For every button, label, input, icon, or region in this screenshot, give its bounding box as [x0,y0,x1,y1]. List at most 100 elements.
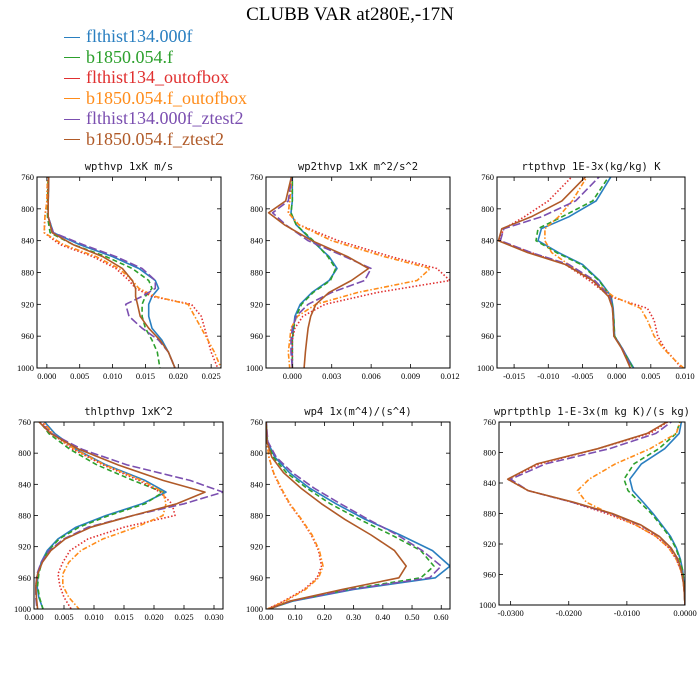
y-tick-label: 880 [250,268,263,278]
panel-title: wprtpthlp 1-E-3x(m kg K)/(s kg) [494,406,690,418]
y-tick-label: 760 [481,172,494,182]
y-tick-label: 920 [18,542,31,552]
figure-title: CLUBB VAR at280E,-17N [246,4,454,25]
x-tick-label: -0.0300 [498,608,524,618]
series-line [535,177,634,368]
series-line [506,422,685,605]
legend-swatch [64,139,80,141]
legend-item: flthist134.000f [64,26,247,47]
y-tick-label: 1000 [479,600,496,610]
x-tick-label: 0.000 [607,371,626,381]
series-line [43,177,219,368]
series-group [267,177,450,368]
series-line [34,422,206,609]
y-tick-label: 1000 [246,363,263,373]
x-tick-label: 0.0000 [673,608,696,618]
chart-panel: rtpthvp 1E-3x(kg/kg) K 760 800 840 880 920 960… [477,161,695,381]
y-tick-label: 840 [250,479,263,489]
x-tick-label: -0.015 [503,371,525,381]
series-line [623,422,685,605]
legend-item: flthist134_outofbox [64,67,247,88]
y-tick-label: 920 [250,299,263,309]
y-tick-label: 840 [21,236,34,246]
x-tick-label: 0.009 [401,371,420,381]
x-tick-label: 0.005 [641,371,660,381]
plot-frame [265,176,451,369]
y-tick-label: 760 [21,172,34,182]
x-tick-label: 0.030 [204,612,223,622]
legend-item: flthist134.000f_ztest2 [64,108,247,129]
y-tick-label: 760 [250,417,263,427]
series-line [266,422,324,609]
series-line [509,422,685,605]
legend-swatch [64,118,80,120]
y-tick-label: 880 [483,509,496,519]
x-tick-label: 0.020 [169,371,188,381]
series-line [544,177,685,368]
x-tick-label: 0.010 [675,371,694,381]
y-tick-label: 800 [481,204,494,214]
y-tick-label: 760 [250,172,263,182]
y-tick-label: 960 [250,573,263,583]
legend-swatch [64,98,80,100]
chart-panel: wpthvp 1xK m/s76080084088092096010000.00… [17,161,222,381]
series-line [47,177,176,368]
y-tick-label: 760 [18,417,31,427]
panel-title: rtpthvp 1E-3x(kg/kg) K [521,161,661,173]
x-tick-label: 0.012 [440,371,459,381]
series-line [497,177,632,368]
legend-item: b1850.054.f_ztest2 [64,129,247,150]
series-line [46,177,161,368]
legend-swatch [64,77,80,79]
y-tick-label: 920 [483,539,496,549]
chart-panel: thlpthvp 1xK^276080084088092096010000.00… [14,406,224,622]
y-tick-label: 880 [21,268,34,278]
y-tick-label: 920 [250,542,263,552]
legend: flthist134.000f b1850.054.f flthist134_o… [64,26,247,149]
x-tick-label: 0.025 [174,612,193,622]
x-tick-label: 0.003 [322,371,341,381]
y-tick-label: 960 [21,331,34,341]
y-tick-label: 960 [250,331,263,341]
series-line [266,422,450,609]
y-tick-label: 1000 [477,363,494,373]
series-line [290,177,337,368]
panel-title: wp4 1x(m^4)/(s^4) [304,406,411,418]
x-tick-label: 0.010 [103,371,122,381]
y-tick-label: 800 [483,448,496,458]
panel-title: thlpthvp 1xK^2 [84,406,173,418]
x-tick-label: 0.20 [317,612,332,622]
series-group [497,177,685,368]
series-line [499,177,633,368]
series-group [43,177,221,368]
legend-label: b1850.054.f_outofbox [86,87,247,108]
y-tick-label: 800 [250,204,263,214]
series-line [47,177,176,368]
x-tick-label: 0.50 [405,612,420,622]
x-tick-label: 0.010 [84,612,103,622]
y-tick-label: 920 [481,299,494,309]
x-tick-label: 0.60 [434,612,449,622]
x-tick-label: 0.00 [259,612,274,622]
x-tick-label: 0.10 [288,612,303,622]
y-tick-label: 800 [18,448,31,458]
series-line [537,177,635,368]
chart-panel: wp2thvp 1xK m^2/s^2 760 800 840 880 920 960 100… [246,161,460,381]
y-tick-label: 880 [250,511,263,521]
chart-panel: wp4 1x(m^4)/(s^4)76080084088092096010000… [246,406,451,622]
legend-swatch [64,36,80,38]
series-line [287,177,432,368]
series-line [41,422,176,609]
legend-label: flthist134_outofbox [86,67,229,88]
y-tick-label: 880 [18,511,31,521]
y-tick-label: 840 [481,236,494,246]
series-line [266,422,408,609]
y-tick-label: 800 [21,204,34,214]
series-line [43,177,221,368]
legend-item: b1850.054.f [64,47,247,68]
legend-item: b1850.054.f_outofbox [64,88,247,109]
series-line [42,422,167,609]
y-tick-label: 1000 [17,363,34,373]
x-tick-label: 0.025 [202,371,221,381]
